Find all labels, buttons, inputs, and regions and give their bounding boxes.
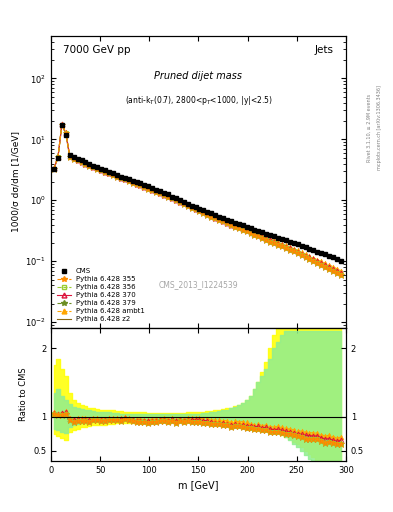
Text: (anti-k$_T$(0.7), 2800<p$_T$<1000, |y|<2.5): (anti-k$_T$(0.7), 2800<p$_T$<1000, |y|<2… bbox=[125, 94, 272, 108]
Text: 7000 GeV pp: 7000 GeV pp bbox=[63, 45, 130, 55]
Text: mcplots.cern.ch [arXiv:1306.3436]: mcplots.cern.ch [arXiv:1306.3436] bbox=[377, 86, 382, 170]
CMS bbox=[115, 172, 119, 178]
CMS bbox=[52, 166, 57, 173]
Y-axis label: Ratio to CMS: Ratio to CMS bbox=[18, 368, 28, 421]
CMS bbox=[217, 214, 222, 220]
Line: CMS: CMS bbox=[51, 123, 343, 264]
CMS bbox=[60, 122, 64, 129]
CMS bbox=[119, 174, 123, 180]
Text: Rivet 3.1.10, ≥ 2.9M events: Rivet 3.1.10, ≥ 2.9M events bbox=[367, 94, 372, 162]
X-axis label: m [GeV]: m [GeV] bbox=[178, 480, 219, 490]
CMS bbox=[150, 185, 155, 191]
Legend: CMS, Pythia 6.428 355, Pythia 6.428 356, Pythia 6.428 370, Pythia 6.428 379, Pyt: CMS, Pythia 6.428 355, Pythia 6.428 356,… bbox=[55, 266, 147, 325]
CMS bbox=[339, 258, 343, 264]
CMS bbox=[315, 249, 320, 255]
Y-axis label: 1000/σ dσ/dm [1/GeV]: 1000/σ dσ/dm [1/GeV] bbox=[11, 132, 20, 232]
CMS bbox=[213, 212, 218, 218]
Text: Jets: Jets bbox=[315, 45, 334, 55]
Text: Pruned dijet mass: Pruned dijet mass bbox=[154, 71, 242, 81]
Text: CMS_2013_I1224539: CMS_2013_I1224539 bbox=[159, 280, 238, 289]
